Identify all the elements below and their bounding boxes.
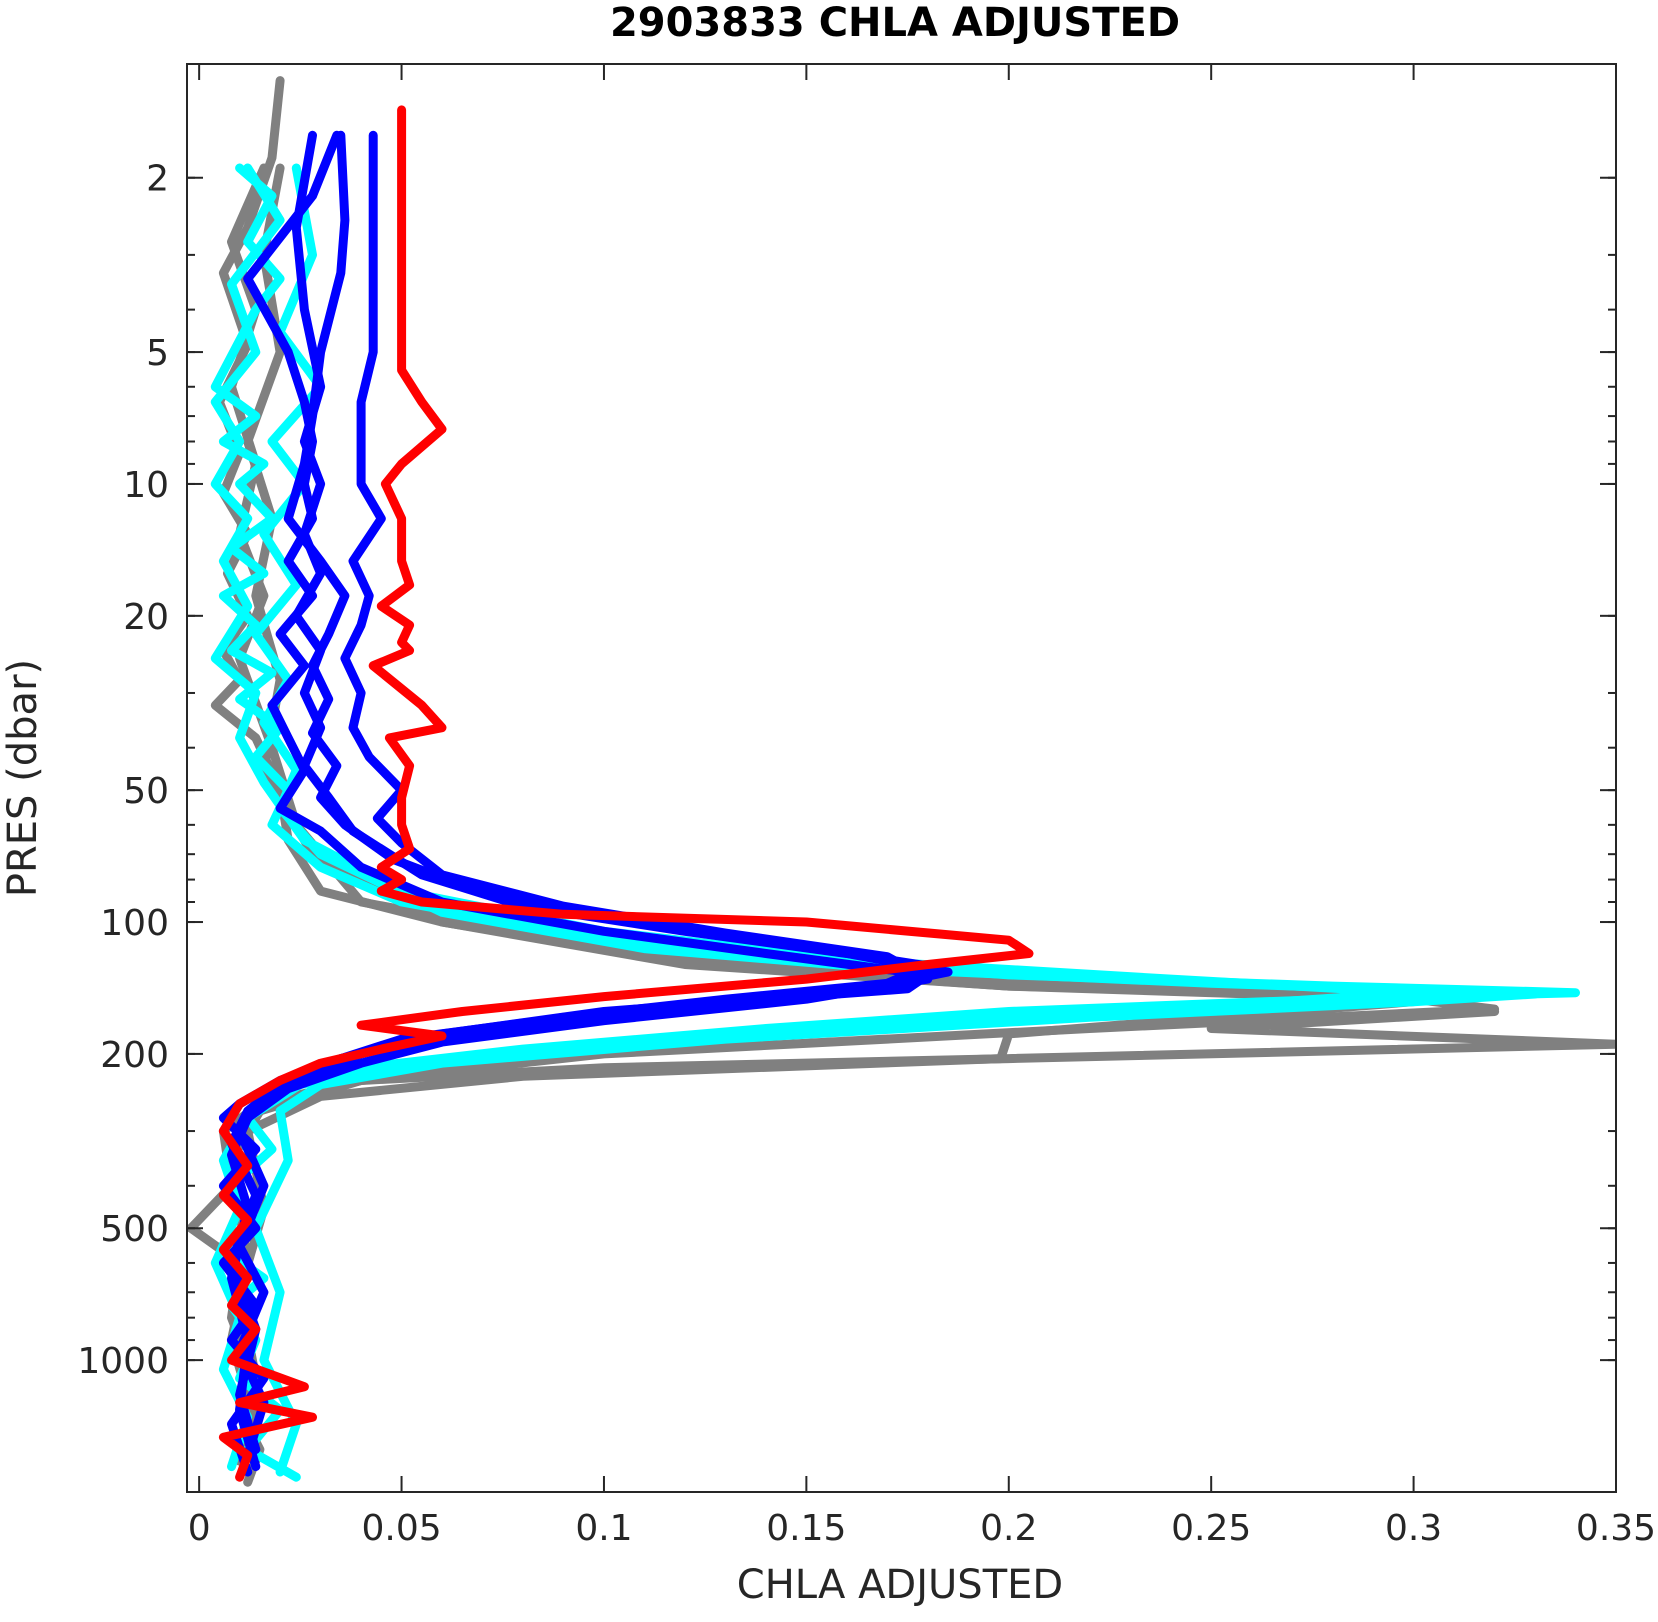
- y-tick-label: 200: [100, 1035, 169, 1076]
- plot-frame: [186, 63, 1617, 1493]
- profile-line: [218, 105, 1034, 1482]
- x-tick-label: 0.1: [575, 1508, 632, 1549]
- profile-line: [227, 130, 933, 1472]
- y-axis: 2 5 10 20 50 100 200 500 1000: [77, 159, 1616, 1493]
- y-tick-label: 50: [123, 771, 169, 812]
- x-axis-label: CHLA ADJUSTED: [737, 1562, 1063, 1608]
- x-tick-label: 0: [188, 1508, 211, 1549]
- x-tick-label: 0.05: [361, 1508, 441, 1549]
- x-tick-label: 0.15: [766, 1508, 846, 1549]
- chart-title: 2903833 CHLA ADJUSTED: [610, 0, 1180, 46]
- y-axis-label: PRES (dbar): [0, 659, 46, 897]
- profile-line: [235, 130, 953, 1460]
- y-tick-label: 100: [100, 903, 169, 944]
- y-tick-label: 20: [123, 597, 169, 638]
- plot-series: [187, 76, 1616, 1487]
- x-tick-label: 0.35: [1576, 1508, 1656, 1549]
- y-tick-label: 500: [100, 1209, 169, 1250]
- y-tick-label: 10: [123, 465, 169, 506]
- x-axis: 0 0.05 0.1 0.15 0.2 0.25 0.3 0.35: [188, 64, 1656, 1549]
- x-tick-label: 0.2: [980, 1508, 1037, 1549]
- y-tick-label: 5: [146, 333, 169, 374]
- y-tick-label: 2: [146, 159, 169, 200]
- y-tick-label: 1000: [77, 1341, 169, 1382]
- x-tick-label: 0.3: [1385, 1508, 1442, 1549]
- x-tick-label: 0.25: [1171, 1508, 1251, 1549]
